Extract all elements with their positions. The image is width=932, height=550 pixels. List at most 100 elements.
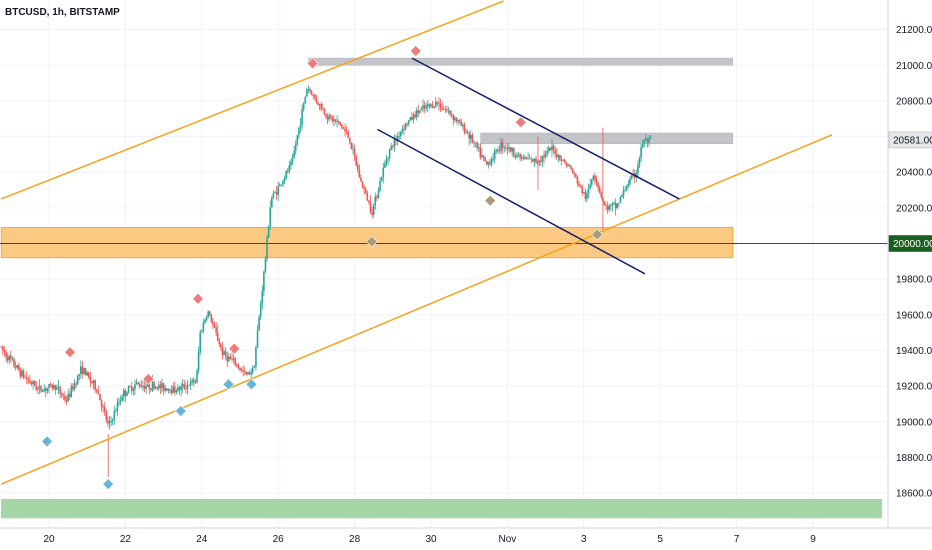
candle-body <box>180 386 182 390</box>
candle-body <box>349 137 351 143</box>
candle-body <box>317 102 319 105</box>
price-axis-bg[interactable] <box>888 0 932 550</box>
candle-body <box>559 154 561 161</box>
candle-body <box>285 171 287 179</box>
candle-body <box>307 89 310 90</box>
candle-body <box>361 181 364 188</box>
candle-body <box>237 365 240 368</box>
candle-body <box>150 388 152 391</box>
candle-body <box>646 138 649 143</box>
candle-body <box>76 375 79 385</box>
candle-body <box>134 384 136 390</box>
candle-body <box>294 144 297 152</box>
candle-body <box>105 411 108 421</box>
zone-resistance <box>308 57 734 66</box>
candle-body <box>137 382 139 385</box>
candle-body <box>473 142 475 144</box>
candle-body <box>224 351 227 356</box>
candle-body <box>514 155 517 158</box>
candle-body <box>618 202 620 204</box>
candle-body <box>600 192 603 198</box>
candle-body <box>570 166 572 170</box>
candle-body <box>409 117 412 121</box>
candle-body <box>258 317 260 331</box>
candle-body <box>72 386 74 390</box>
candle-body <box>469 134 472 139</box>
candle-body <box>75 383 77 385</box>
time-tick-label: 22 <box>120 534 132 545</box>
candle-body <box>422 105 424 109</box>
candle-body <box>189 381 192 386</box>
candle-body <box>489 162 491 165</box>
candle-body <box>46 387 49 391</box>
candle-body <box>183 384 186 389</box>
candle-body <box>27 379 30 381</box>
candle-body <box>641 144 644 148</box>
candle-body <box>107 420 109 424</box>
candle-body <box>551 145 553 151</box>
candle-body <box>355 156 357 166</box>
candle-body <box>503 147 506 149</box>
candle-body <box>261 290 264 304</box>
candle-body <box>248 372 251 375</box>
candle-body <box>32 380 34 385</box>
time-tick-label: 28 <box>349 534 361 545</box>
candle-body <box>118 402 120 404</box>
candle-body <box>498 150 501 152</box>
candle-body <box>519 154 521 159</box>
candle-body <box>337 121 340 123</box>
candle-body <box>511 147 513 152</box>
candle-body <box>274 192 276 193</box>
candle-body <box>35 385 38 390</box>
candle-body <box>333 119 335 121</box>
candle-body <box>123 390 125 397</box>
candle-body <box>164 388 166 391</box>
candle-body <box>60 393 63 396</box>
candle-body <box>544 152 547 158</box>
time-tick-label: 7 <box>734 534 740 545</box>
candle-body <box>433 106 435 108</box>
candle-body <box>100 400 103 407</box>
candle-body <box>204 320 206 323</box>
price-tick-label: 19000.00 <box>896 417 932 428</box>
candle-body <box>215 327 217 333</box>
symbol-title[interactable]: BTCUSD, 1h, BITSTAMP <box>5 7 120 18</box>
candle-body <box>185 388 187 389</box>
candle-body <box>175 390 178 393</box>
time-axis-bg[interactable] <box>0 528 932 550</box>
candle-body <box>411 117 413 120</box>
candle-body <box>64 395 66 400</box>
candle-body <box>37 387 39 390</box>
candle-body <box>356 165 359 170</box>
pivot-low-marker <box>222 378 235 391</box>
price-tags: 20581.00 20000.00 <box>888 131 932 252</box>
candle-body <box>560 160 563 161</box>
candle-body <box>310 91 313 96</box>
candle-body <box>213 324 216 328</box>
candle-body <box>363 187 365 190</box>
candle-body <box>162 383 165 391</box>
candle-body <box>586 193 588 200</box>
candle-body <box>535 158 537 163</box>
candle-body <box>323 109 326 115</box>
candle-body <box>476 142 478 149</box>
candle-body <box>2 347 4 351</box>
trend-line-downtrend-bottom <box>377 128 646 275</box>
candle-body <box>259 303 262 318</box>
pivot-high-marker <box>409 45 422 57</box>
candle-body <box>269 207 272 227</box>
candle-body <box>578 183 580 186</box>
candle-body <box>38 385 41 388</box>
candle-body <box>444 109 447 110</box>
candle-body <box>382 167 385 178</box>
candle-body <box>89 377 92 382</box>
candle-body <box>345 131 348 133</box>
candle-body <box>17 365 20 371</box>
candle-body <box>129 386 131 388</box>
candle-body <box>567 164 569 166</box>
candle-body <box>194 382 197 383</box>
candle-body <box>598 187 601 193</box>
candle-body <box>115 410 117 412</box>
candle-body <box>87 372 90 378</box>
